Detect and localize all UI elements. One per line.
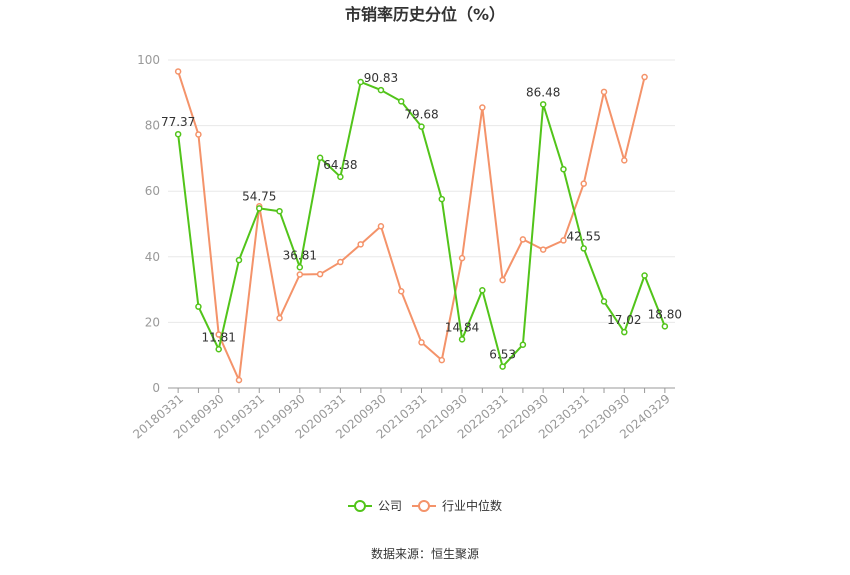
industry-point: [621, 157, 628, 164]
company-data-label: 77.37: [161, 115, 195, 129]
source-note: 数据来源：恒生聚源: [371, 546, 479, 561]
industry-point: [519, 236, 527, 243]
company-point: [377, 86, 385, 94]
industry-point: [438, 356, 446, 364]
y-tick-label: 100: [137, 53, 160, 67]
company-data-label: 42.55: [567, 229, 601, 243]
company-point: [641, 272, 648, 279]
y-axis: 0 20 40 60 80 100: [137, 53, 160, 395]
series-company: [174, 78, 669, 370]
y-tick-label: 60: [145, 184, 160, 198]
company-point: [296, 264, 304, 271]
company-point: [195, 303, 202, 310]
company-point: [438, 195, 446, 203]
company-point: [397, 98, 405, 105]
company-data-label: 90.83: [364, 71, 398, 85]
legend-industry-marker: [418, 500, 430, 512]
y-tick-label: 0: [152, 381, 160, 395]
legend-item-industry[interactable]: 行业中位数: [412, 498, 502, 513]
company-point: [256, 205, 263, 212]
industry-point: [235, 376, 243, 384]
industry-point: [479, 104, 486, 111]
company-point: [621, 328, 628, 336]
industry-point: [580, 180, 587, 187]
data-labels: 77.37 11.81 54.75 36.81 64.38 90.83 79.68 14.84…: [161, 71, 682, 362]
company-point: [458, 336, 466, 343]
y-tick-label: 40: [145, 250, 160, 264]
company-data-label: 36.81: [283, 248, 317, 262]
industry-point: [458, 254, 466, 262]
company-point: [337, 173, 344, 181]
industry-point: [600, 88, 608, 96]
company-data-label: 54.75: [242, 189, 276, 203]
legend-company-marker: [354, 500, 366, 512]
company-point: [499, 363, 506, 370]
company-point: [215, 346, 222, 353]
industry-point: [276, 314, 283, 322]
industry-point: [337, 258, 344, 266]
legend: 公司 行业中位数: [348, 498, 502, 513]
company-point: [418, 123, 425, 130]
company-data-label: 18.80: [648, 307, 682, 321]
industry-point: [418, 339, 425, 346]
company-point: [174, 130, 182, 138]
company-point: [357, 78, 364, 86]
industry-point: [641, 73, 648, 81]
company-point: [661, 323, 669, 330]
company-point: [600, 298, 608, 305]
series-industry: [174, 68, 648, 384]
legend-item-company[interactable]: 公司: [348, 499, 402, 513]
chart-title: 市销率历史分位（%）: [345, 5, 505, 24]
industry-point: [195, 131, 202, 138]
company-point: [580, 245, 587, 252]
legend-industry-label: 行业中位数: [442, 498, 502, 513]
company-point: [519, 341, 527, 348]
industry-point: [316, 270, 324, 278]
x-axis: 2018033120180930201903312019093020200331…: [130, 387, 675, 442]
company-point: [235, 256, 243, 264]
y-tick-label: 80: [145, 119, 160, 133]
company-data-label: 64.38: [323, 158, 357, 172]
company-point: [316, 154, 324, 161]
company-data-label: 14.84: [445, 320, 479, 334]
industry-point: [296, 271, 304, 278]
company-point: [539, 101, 547, 108]
company-data-label: 6.53: [489, 348, 516, 362]
industry-line: [177, 71, 646, 382]
y-tick-label: 20: [145, 315, 160, 329]
industry-point: [539, 246, 547, 253]
company-point: [479, 287, 486, 294]
company-data-label: 86.48: [526, 85, 560, 99]
company-data-label: 17.02: [607, 313, 641, 327]
company-data-label: 11.81: [202, 330, 236, 344]
industry-point: [174, 68, 182, 75]
industry-point: [560, 237, 567, 244]
industry-point: [357, 241, 364, 248]
industry-point: [397, 287, 405, 295]
legend-company-label: 公司: [378, 499, 402, 513]
industry-point: [377, 223, 385, 230]
company-point: [560, 165, 567, 173]
industry-point: [499, 276, 506, 284]
company-point: [276, 207, 283, 215]
company-data-label: 79.68: [404, 108, 438, 122]
